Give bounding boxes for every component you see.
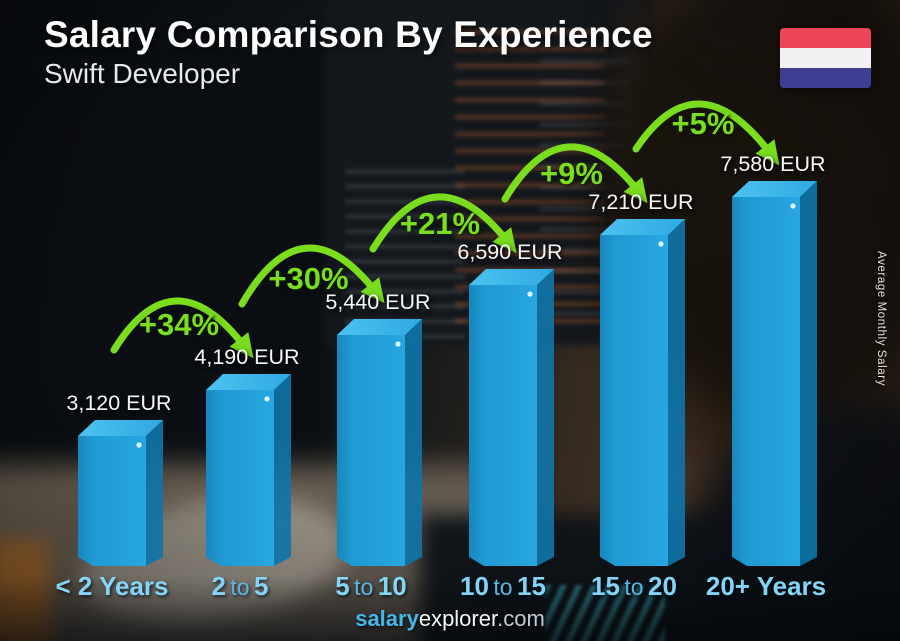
page-title: Salary Comparison By Experience [44, 14, 653, 55]
salary-bar [469, 269, 554, 566]
bar-sparkle [658, 241, 664, 247]
bar-front-face [337, 335, 405, 566]
flag-stripe-blue [780, 68, 871, 88]
footer-site-regular: explorer [418, 606, 498, 631]
salary-bar [206, 374, 291, 566]
bar-side-face [800, 181, 817, 566]
bar-value-label: 4,190 EUR [194, 345, 300, 369]
bar-value-label: 7,580 EUR [720, 152, 826, 176]
x-axis-label: 10 to 15 [460, 571, 546, 601]
flag-stripe-white [780, 48, 871, 68]
bar-side-face [668, 219, 685, 566]
bar-sparkle [527, 291, 533, 297]
salary-bar [600, 219, 685, 566]
x-axis-label: 15 to 20 [591, 571, 677, 601]
bar-value-label: 7,210 EUR [588, 190, 694, 214]
x-axis-label: 20+ Years [705, 571, 827, 601]
bar-sparkle [136, 442, 142, 448]
bar-sparkle [790, 203, 796, 209]
footer-link[interactable]: salaryexplorer.com [355, 606, 545, 631]
x-axis-label: 5 to 10 [335, 571, 407, 601]
percent-change-label: +9% [540, 156, 603, 191]
bar-value-label: 3,120 EUR [66, 391, 172, 415]
bar-front-face [206, 390, 274, 566]
bar-side-face [146, 420, 163, 566]
bar-side-face [405, 319, 422, 566]
bar-sparkle [395, 341, 401, 347]
salary-bar [78, 420, 163, 566]
page-subtitle: Swift Developer [44, 58, 241, 89]
salary-bar [337, 319, 422, 566]
netherlands-flag [780, 28, 871, 88]
percent-change-label: +30% [268, 261, 349, 296]
percent-change-label: +21% [399, 206, 481, 241]
y-axis-caption: Average Monthly Salary [875, 251, 887, 387]
bar-side-face [537, 269, 554, 566]
bar-front-face [732, 197, 800, 566]
bar-front-face [78, 436, 146, 566]
salary-bar [732, 181, 817, 566]
bar-side-face [274, 374, 291, 566]
header: Salary Comparison By Experience Swift De… [44, 14, 653, 90]
footer-site-suffix: .com [497, 606, 545, 631]
x-axis-label: 2 to 5 [211, 571, 269, 601]
footer: salaryexplorer.com [0, 606, 900, 632]
bar-front-face [469, 285, 537, 566]
bar-value-label: 6,590 EUR [457, 240, 563, 264]
flag-stripe-red [780, 28, 871, 48]
percent-change-label: +34% [138, 307, 220, 342]
bar-sparkle [264, 396, 270, 402]
footer-site-bold: salary [355, 606, 419, 631]
percent-change-label: +5% [671, 106, 735, 141]
bar-front-face [600, 235, 668, 566]
